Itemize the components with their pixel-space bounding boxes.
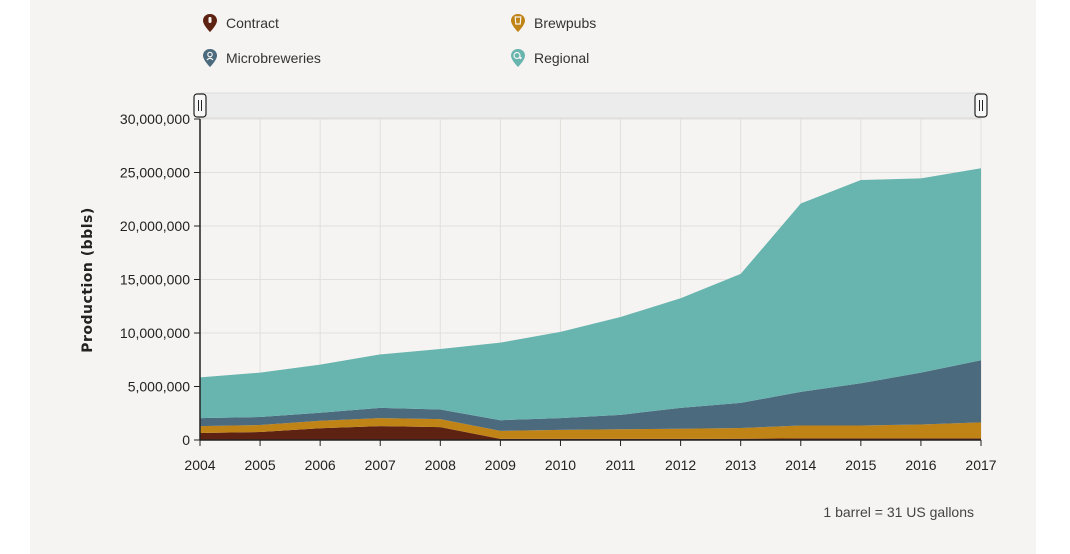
x-tick-label: 2004 — [184, 457, 215, 473]
map-pin-icon — [203, 14, 217, 32]
legend-label-brewpubs: Brewpubs — [534, 15, 597, 31]
chart-panel: Contract Brewpubs Microbreweries Regiona… — [30, 0, 1036, 554]
x-tick-label: 2016 — [905, 457, 936, 473]
axes: 0 5,000,000 10,000,000 15,000,000 20,000,000… — [120, 111, 997, 473]
x-tick-label: 2011 — [605, 457, 635, 473]
y-tick-label: 0 — [182, 432, 190, 448]
y-tick-label: 15,000,000 — [120, 272, 190, 288]
x-tick-label: 2009 — [485, 457, 516, 473]
x-tick-label: 2008 — [425, 457, 456, 473]
x-tick-label: 2005 — [244, 457, 275, 473]
area-series-contract — [200, 426, 981, 440]
y-tick-label: 10,000,000 — [120, 325, 190, 341]
x-tick-label: 2012 — [665, 457, 696, 473]
legend-label-contract: Contract — [226, 15, 279, 31]
legend-item-contract[interactable]: Contract — [202, 13, 279, 33]
x-tick-label: 2013 — [725, 457, 756, 473]
legend-item-brewpubs[interactable]: Brewpubs — [510, 13, 596, 33]
regional-pin-icon — [511, 49, 525, 67]
range-slider-track[interactable] — [199, 92, 982, 119]
handle-body — [193, 93, 207, 118]
legend-label-regional: Regional — [534, 50, 590, 66]
area-series-regional — [200, 168, 981, 421]
legend-item-regional[interactable]: Regional — [510, 48, 589, 68]
y-tick-label: 20,000,000 — [120, 218, 190, 234]
legend-label-microbreweries: Microbreweries — [226, 50, 321, 66]
range-slider-left-handle[interactable] — [193, 93, 207, 118]
x-tick-label: 2017 — [965, 457, 996, 473]
area-series-microbreweries — [200, 360, 981, 431]
range-slider-right-handle[interactable] — [974, 93, 988, 118]
stacked-areas — [200, 168, 981, 440]
x-tick-label: 2010 — [545, 457, 576, 473]
x-tick-label: 2006 — [305, 457, 336, 473]
x-tick-label: 2007 — [365, 457, 396, 473]
y-tick-label: 30,000,000 — [120, 111, 190, 127]
handle-body — [974, 93, 988, 118]
beer-glass-pin-icon — [511, 14, 525, 32]
area-chart: 0 5,000,000 10,000,000 15,000,000 20,000,000… — [80, 92, 997, 473]
range-slider[interactable] — [193, 92, 988, 119]
brewer-pin-icon — [203, 49, 217, 67]
y-tick-label: 25,000,000 — [120, 165, 190, 181]
y-tick-label: 5,000,000 — [128, 379, 190, 395]
footnote: 1 barrel = 31 US gallons — [823, 504, 974, 520]
legend-item-microbreweries[interactable]: Microbreweries — [202, 48, 321, 68]
y-axis-title: Production (bbls) — [80, 207, 96, 353]
x-tick-label: 2014 — [785, 457, 816, 473]
x-tick-label: 2015 — [845, 457, 876, 473]
area-series-brewpubs — [200, 418, 981, 439]
